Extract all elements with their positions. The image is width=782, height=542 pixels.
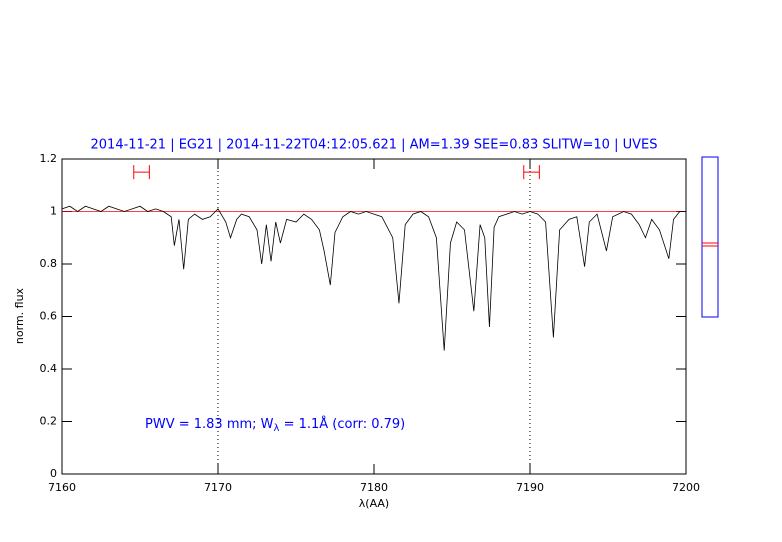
x-tick-label: 7190 xyxy=(516,481,544,494)
y-tick-label: 0.8 xyxy=(40,257,58,270)
x-tick-label: 7200 xyxy=(672,481,700,494)
x-tick-label: 7180 xyxy=(360,481,388,494)
x-tick-label: 7170 xyxy=(204,481,232,494)
y-axis-label: norm. flux xyxy=(13,287,26,344)
y-tick-label: 0.4 xyxy=(40,362,58,375)
x-tick-label: 7160 xyxy=(48,481,76,494)
annotation-rest: = 1.1Å (corr: 0.79) xyxy=(279,416,405,432)
y-tick-label: 0 xyxy=(50,467,57,480)
annotation: PWV = 1.83 mm; Wλ = 1.1Å (corr: 0.79) xyxy=(145,416,405,435)
annotation-subscript: λ xyxy=(274,423,280,434)
annotation-text: PWV = 1.83 mm; W xyxy=(145,417,274,432)
chart-title: 2014-11-21 | EG21 | 2014-11-22T04:12:05.… xyxy=(91,138,658,153)
y-tick-label: 0.6 xyxy=(40,310,58,323)
y-tick-label: 1 xyxy=(50,205,57,218)
y-tick-label: 0.2 xyxy=(40,415,58,428)
spectrum-line xyxy=(61,205,686,351)
x-axis-label: λ(AA) xyxy=(359,497,389,510)
side-panel xyxy=(701,156,719,318)
y-tick-label: 1.2 xyxy=(40,152,58,165)
